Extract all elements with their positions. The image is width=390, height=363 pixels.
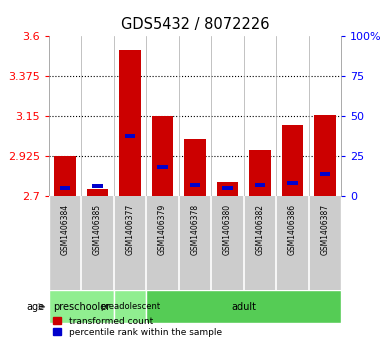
Text: GSM1406382: GSM1406382 [255, 204, 264, 254]
Bar [114, 290, 146, 323]
Text: GSM1406377: GSM1406377 [126, 204, 135, 255]
Text: GSM1406387: GSM1406387 [321, 204, 330, 255]
Text: age: age [27, 302, 45, 312]
Bar [222, 186, 233, 190]
Bar [250, 150, 271, 196]
Legend: transformed count, percentile rank within the sample: transformed count, percentile rank withi… [53, 317, 222, 337]
Bar [184, 139, 206, 196]
Bar [157, 165, 168, 169]
Text: GSM1406386: GSM1406386 [288, 204, 297, 255]
Bar [49, 290, 114, 323]
Text: GSM1406379: GSM1406379 [158, 204, 167, 255]
Bar [287, 181, 298, 185]
Text: GSM1406384: GSM1406384 [60, 204, 69, 255]
Text: GSM1406380: GSM1406380 [223, 204, 232, 255]
Bar [152, 116, 173, 196]
Bar [146, 290, 341, 323]
Bar [119, 50, 140, 196]
Bar [87, 188, 108, 196]
Bar [320, 172, 330, 176]
Bar [92, 184, 103, 188]
Text: preadolescent: preadolescent [100, 302, 160, 311]
Bar [55, 156, 76, 196]
Bar [217, 182, 238, 196]
Text: preschooler: preschooler [53, 302, 110, 312]
Text: GSM1406385: GSM1406385 [93, 204, 102, 255]
Bar [125, 134, 135, 138]
Text: adult: adult [231, 302, 256, 312]
Bar [314, 115, 335, 196]
Bar [60, 186, 70, 190]
Text: GSM1406378: GSM1406378 [190, 204, 200, 255]
Bar [255, 183, 265, 187]
Bar [282, 125, 303, 196]
Title: GDS5432 / 8072226: GDS5432 / 8072226 [121, 17, 269, 32]
Bar [190, 183, 200, 187]
